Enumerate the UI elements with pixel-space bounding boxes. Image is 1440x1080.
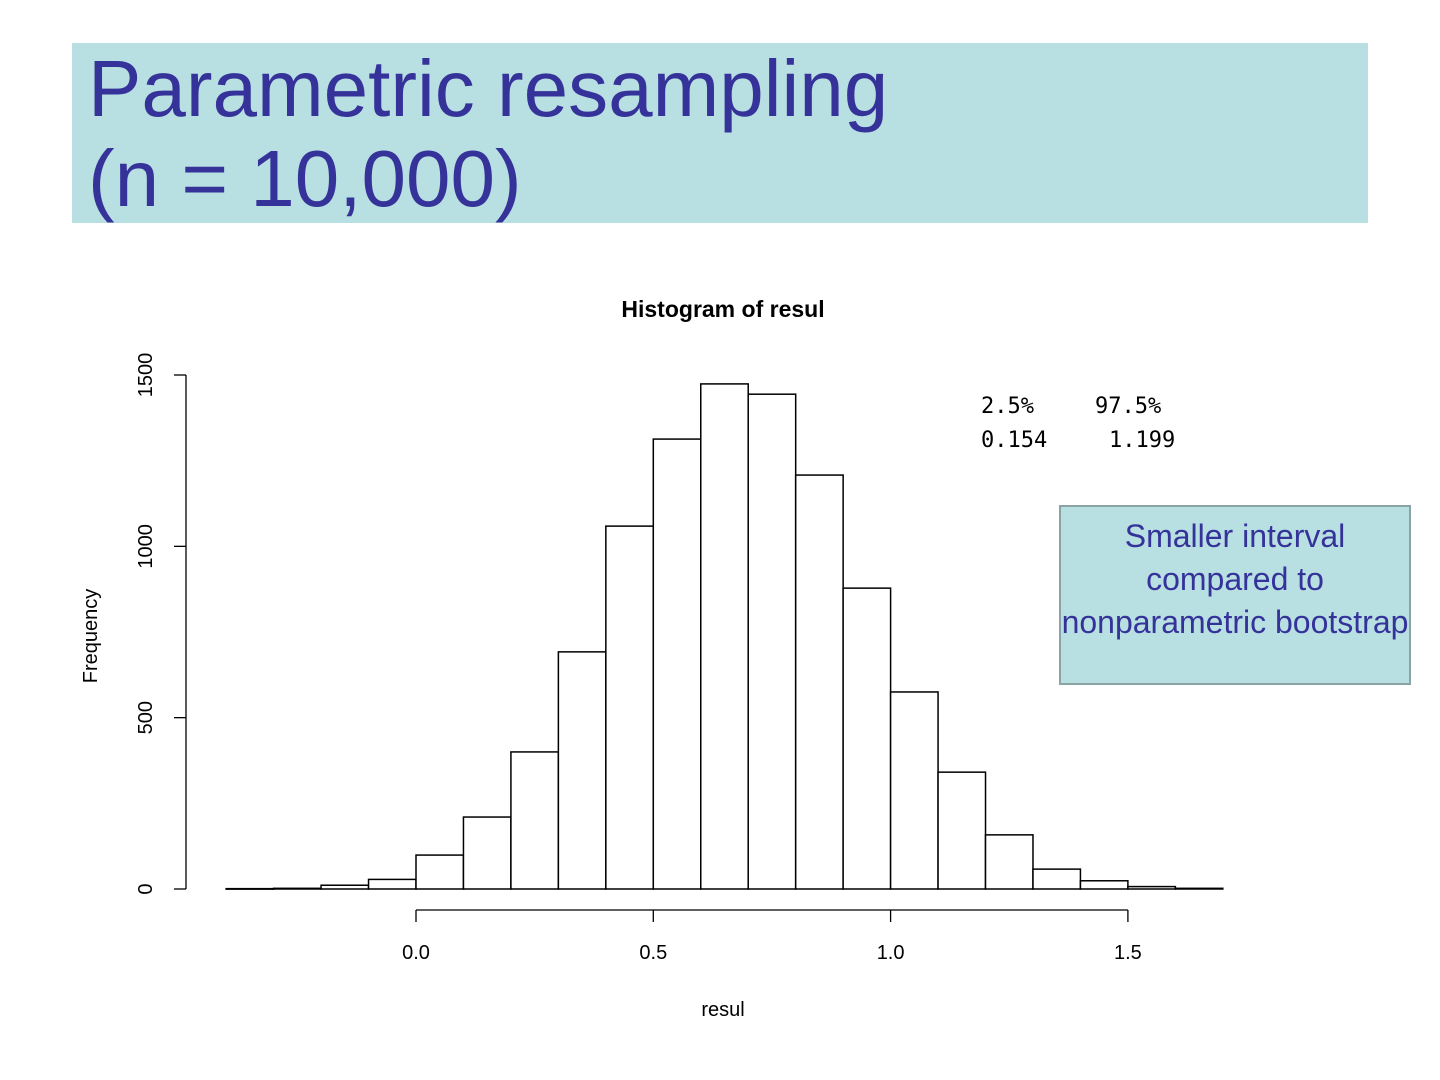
histogram-bar <box>984 834 1034 890</box>
histogram-bar <box>794 474 844 890</box>
histogram-bar <box>747 393 797 890</box>
histogram-bar <box>272 887 322 890</box>
title-band <box>72 43 1368 223</box>
quantile-label-high: 97.5% <box>1095 394 1162 419</box>
histogram-bar <box>367 878 417 890</box>
quantile-value-low: 0.154 <box>981 428 1048 453</box>
y-tick-label: 500 <box>135 701 157 734</box>
histogram-bar <box>225 887 275 890</box>
histogram-bar <box>652 438 702 890</box>
histogram-bar <box>415 854 465 890</box>
title-line-2: (n = 10,000) <box>88 134 522 223</box>
histogram-bar <box>1174 887 1224 890</box>
slide-title: Parametric resampling (n = 10,000) <box>88 44 888 224</box>
title-line-1: Parametric resampling <box>88 44 889 133</box>
x-tick-label: 0.5 <box>639 942 667 964</box>
chart-title: Histogram of resul <box>621 296 824 322</box>
histogram-bar <box>1127 885 1177 890</box>
histogram-bar <box>557 651 607 890</box>
y-tick-label: 1000 <box>135 524 157 569</box>
x-tick-label: 1.0 <box>877 942 905 964</box>
histogram-bar <box>937 771 987 890</box>
y-tick-label: 0 <box>135 883 157 894</box>
histogram-bar <box>1032 868 1082 890</box>
histogram-bar <box>842 587 892 890</box>
y-axis-label: Frequency <box>80 589 102 684</box>
x-axis-label: resul <box>701 999 744 1021</box>
quantile-value-high: 1.199 <box>1109 428 1176 453</box>
callout-box: Smaller interval compared to nonparametr… <box>1059 505 1411 685</box>
histogram-bar <box>1079 880 1129 890</box>
quantile-label-low: 2.5% <box>981 394 1034 419</box>
histogram-bar <box>320 884 370 890</box>
x-tick-label: 1.5 <box>1114 942 1142 964</box>
y-tick-label: 1500 <box>135 353 157 398</box>
histogram-bar <box>605 525 655 890</box>
histogram-bar <box>700 383 749 890</box>
histogram-bar <box>462 816 512 890</box>
x-tick-label: 0.0 <box>402 942 430 964</box>
histogram-bar <box>510 751 560 890</box>
histogram-bar <box>889 691 939 890</box>
